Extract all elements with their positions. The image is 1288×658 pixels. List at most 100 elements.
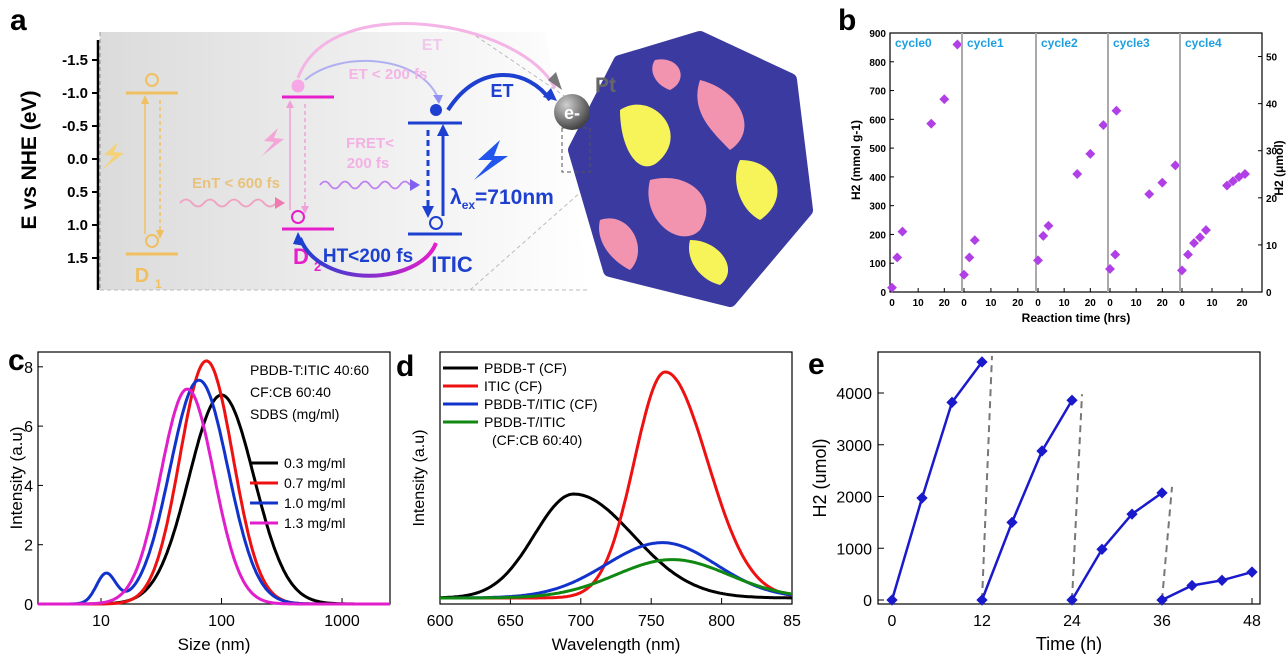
- plot-frame-c: [37, 351, 391, 605]
- e-series-line: [1070, 491, 1163, 601]
- b-point: [959, 269, 969, 280]
- b-xtick-label: 0: [1107, 298, 1113, 309]
- e-xtick-label: 48: [1243, 613, 1261, 630]
- e-xlabel: Time (h): [1036, 634, 1102, 654]
- a-ytick-label: -1.0: [62, 85, 88, 102]
- d-legend-label-2: (CF:CB 60:40): [492, 432, 582, 448]
- et-right-label: ET: [490, 81, 513, 101]
- b-ytick-right-label: 10: [1266, 241, 1278, 252]
- c-xlabel: Size (nm): [178, 635, 251, 654]
- b-ytick-label: 600: [869, 115, 886, 126]
- electron-label: e-: [564, 103, 580, 123]
- panel-label-b: b: [838, 4, 857, 37]
- ht-arrow: [298, 237, 438, 278]
- d-ylabel: Intensity (a.u): [411, 430, 428, 527]
- e-point: [1156, 594, 1168, 606]
- b-xtick-label: 0: [961, 298, 967, 309]
- e-ytick-label: 0: [863, 593, 872, 610]
- panel-label-e: e: [808, 348, 825, 381]
- b-xtick-label: 10: [1059, 298, 1071, 309]
- a-ytick-label: -0.5: [62, 118, 88, 135]
- b-xtick-label: 20: [1157, 298, 1169, 309]
- a-ytick-label: 0.5: [67, 184, 88, 201]
- d-xtick-label: 750: [638, 613, 665, 630]
- et-top-label: ET: [422, 37, 443, 54]
- c-xtick-label: 1000: [324, 613, 360, 630]
- b-ytick-label: 300: [869, 202, 886, 213]
- c-ytick-label: 8: [24, 360, 33, 377]
- b-xtick-label: 0: [889, 298, 895, 309]
- a-ytick-label: -1.5: [62, 52, 88, 69]
- c-annotation: CF:CB 60:40: [250, 384, 331, 400]
- c-ylabel: Intensity (a.u): [7, 427, 26, 530]
- b-point: [1085, 148, 1096, 159]
- d1-label: D: [135, 265, 149, 287]
- b-point: [1222, 180, 1232, 191]
- b-ytick-label: 0: [880, 288, 886, 299]
- b-point: [1038, 230, 1049, 241]
- b-xtick-label: 10: [985, 298, 997, 309]
- d1-lightning-icon: [102, 142, 124, 170]
- cycle-label: cycle1: [967, 36, 1004, 50]
- plot-frame-d: [439, 351, 793, 605]
- cycle-label: cycle3: [1113, 36, 1150, 50]
- d-xtick-label: 85: [783, 613, 801, 630]
- cycle-label: cycle4: [1185, 36, 1222, 50]
- b-xtick-label: 20: [1012, 298, 1024, 309]
- e-series-line: [890, 361, 984, 601]
- b-xtick-label: 20: [1085, 298, 1097, 309]
- panel-label-a: a: [10, 4, 27, 37]
- e-xtick-label: 24: [1063, 613, 1081, 630]
- e-point: [1066, 394, 1078, 406]
- b-point: [1228, 176, 1238, 187]
- itic-lightning-icon: [474, 140, 508, 180]
- e-point: [1096, 543, 1108, 555]
- b-ytick-label: 500: [869, 144, 886, 155]
- c-ytick-label: 0: [24, 597, 33, 614]
- b-point: [1195, 232, 1205, 243]
- e-point: [1006, 516, 1018, 529]
- e-point: [976, 594, 988, 606]
- et-right-arrow: [446, 73, 552, 112]
- c-xtick-label: 10: [92, 613, 110, 630]
- c-ytick-label: 2: [24, 538, 33, 555]
- b-point: [1183, 249, 1193, 260]
- b-ytick-label: 200: [869, 230, 886, 241]
- c-series-line: [38, 387, 390, 606]
- b-point: [952, 39, 963, 50]
- e-xtick-label: 0: [888, 613, 897, 630]
- b-ylabel: H2 (mmol g-1): [849, 120, 863, 200]
- e-point: [946, 396, 958, 408]
- c-legend-label: 1.3 mg/ml: [284, 515, 345, 531]
- e-ytick-label: 1000: [836, 541, 872, 558]
- et-fast-label: ET < 200 fs: [349, 66, 428, 83]
- et-fast-arrow: [304, 59, 439, 99]
- b-ytick-label: 100: [869, 259, 886, 270]
- e-ytick-label: 3000: [836, 438, 872, 455]
- d-xtick-label: 700: [567, 613, 594, 630]
- d-series-line: [440, 558, 793, 600]
- b-xtick-label: 20: [1236, 298, 1248, 309]
- b-ytick-right-label: 20: [1266, 194, 1278, 205]
- e-ytick-label: 2000: [836, 490, 872, 507]
- b-point: [1072, 169, 1083, 179]
- e-ytick-label: 4000: [836, 386, 872, 403]
- d-legend-label: PBDB-T/ITIC (CF): [484, 396, 598, 412]
- b-ytick-right-label: 0: [1266, 288, 1272, 299]
- d2-label-sub: 2: [314, 259, 321, 274]
- b-point: [1110, 249, 1121, 260]
- itic-label: ITIC: [431, 252, 473, 277]
- c-xtick-label: 100: [208, 613, 235, 630]
- d-xtick-label: 600: [427, 613, 454, 630]
- b-xlabel: Reaction time (hrs): [1022, 311, 1131, 325]
- e-xtick-label: 36: [1153, 613, 1171, 630]
- e-cycle-divider: [1161, 486, 1173, 601]
- b-point: [939, 94, 950, 105]
- b-point: [1105, 264, 1115, 274]
- c-annotation: PBDB-T:ITIC 40:60: [250, 362, 369, 378]
- e-point: [1066, 594, 1078, 606]
- b-xtick-label: 10: [1206, 298, 1218, 309]
- b-point: [1157, 177, 1168, 188]
- d1-label-sub: 1: [155, 277, 162, 291]
